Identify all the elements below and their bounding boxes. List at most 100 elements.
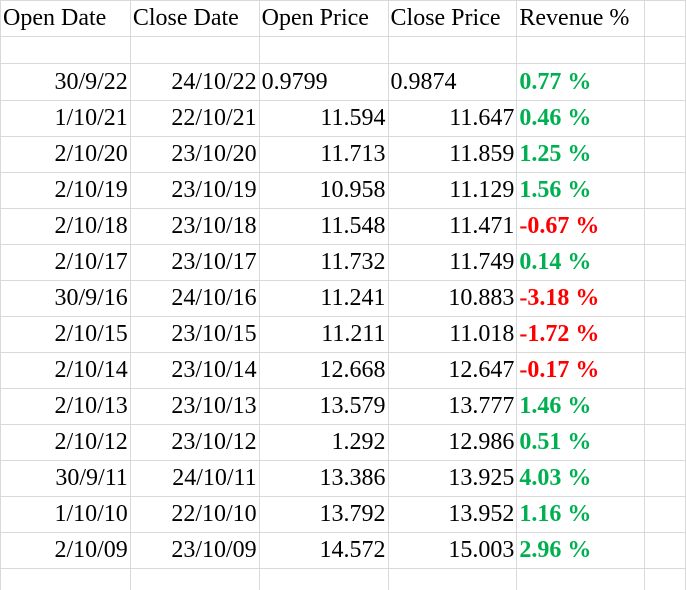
empty-cell[interactable]: [644, 100, 686, 137]
open-date-cell[interactable]: 30/9/11: [0, 460, 131, 497]
empty-cell[interactable]: [0, 36, 131, 64]
empty-cell[interactable]: [644, 568, 686, 590]
open-price-cell[interactable]: 13.386: [258, 460, 389, 497]
open-date-cell[interactable]: 1/10/10: [0, 496, 131, 533]
empty-cell[interactable]: [0, 568, 131, 590]
revenue-cell[interactable]: 4.03 %: [516, 460, 646, 497]
empty-cell[interactable]: [644, 172, 686, 209]
revenue-cell[interactable]: -0.67 %: [516, 208, 646, 245]
header-close-price[interactable]: Close Price: [387, 0, 518, 37]
open-price-cell[interactable]: 11.594: [258, 100, 389, 137]
open-date-cell[interactable]: 2/10/19: [0, 172, 131, 209]
open-price-cell[interactable]: 1.292: [258, 424, 389, 461]
revenue-cell[interactable]: 1.46 %: [516, 388, 646, 425]
empty-cell[interactable]: [644, 244, 686, 281]
revenue-cell[interactable]: 0.14 %: [516, 244, 646, 281]
empty-cell[interactable]: [129, 36, 260, 64]
close-date-cell[interactable]: 23/10/14: [129, 352, 260, 389]
empty-cell[interactable]: [644, 208, 686, 245]
close-date-cell[interactable]: 24/10/22: [129, 63, 260, 101]
open-date-cell[interactable]: 2/10/18: [0, 208, 131, 245]
close-price-cell[interactable]: 11.647: [387, 100, 518, 137]
open-price-cell[interactable]: 11.713: [258, 136, 389, 173]
close-date-cell[interactable]: 23/10/09: [129, 532, 260, 569]
close-date-cell[interactable]: 23/10/17: [129, 244, 260, 281]
close-date-cell[interactable]: 22/10/21: [129, 100, 260, 137]
empty-cell[interactable]: [387, 568, 518, 590]
empty-cell[interactable]: [644, 532, 686, 569]
open-date-cell[interactable]: 30/9/22: [0, 63, 131, 101]
close-price-cell[interactable]: 11.018: [387, 316, 518, 353]
empty-cell[interactable]: [644, 424, 686, 461]
open-price-cell[interactable]: 11.548: [258, 208, 389, 245]
close-price-cell[interactable]: 13.925: [387, 460, 518, 497]
close-date-cell[interactable]: 23/10/20: [129, 136, 260, 173]
close-price-cell[interactable]: 11.749: [387, 244, 518, 281]
open-date-cell[interactable]: 2/10/20: [0, 136, 131, 173]
empty-cell[interactable]: [644, 63, 686, 101]
close-date-cell[interactable]: 23/10/12: [129, 424, 260, 461]
revenue-cell[interactable]: -0.17 %: [516, 352, 646, 389]
empty-cell[interactable]: [387, 36, 518, 64]
empty-cell[interactable]: [644, 388, 686, 425]
open-date-cell[interactable]: 2/10/12: [0, 424, 131, 461]
open-date-cell[interactable]: 30/9/16: [0, 280, 131, 317]
empty-cell[interactable]: [129, 568, 260, 590]
revenue-cell[interactable]: 1.25 %: [516, 136, 646, 173]
close-price-cell[interactable]: 11.471: [387, 208, 518, 245]
open-price-cell[interactable]: 10.958: [258, 172, 389, 209]
revenue-cell[interactable]: 0.77 %: [516, 63, 646, 101]
close-price-cell[interactable]: 13.952: [387, 496, 518, 533]
close-price-cell[interactable]: 11.859: [387, 136, 518, 173]
open-price-cell[interactable]: 14.572: [258, 532, 389, 569]
empty-cell[interactable]: [644, 460, 686, 497]
open-price-cell[interactable]: 12.668: [258, 352, 389, 389]
empty-cell[interactable]: [644, 496, 686, 533]
open-price-cell[interactable]: 13.579: [258, 388, 389, 425]
revenue-cell[interactable]: 1.16 %: [516, 496, 646, 533]
empty-cell[interactable]: [258, 568, 389, 590]
close-price-cell[interactable]: 12.647: [387, 352, 518, 389]
close-date-cell[interactable]: 22/10/10: [129, 496, 260, 533]
open-price-cell[interactable]: 11.211: [258, 316, 389, 353]
close-price-cell[interactable]: 11.129: [387, 172, 518, 209]
open-price-cell[interactable]: 11.732: [258, 244, 389, 281]
close-price-cell[interactable]: 12.986: [387, 424, 518, 461]
close-price-cell[interactable]: 13.777: [387, 388, 518, 425]
open-date-cell[interactable]: 2/10/13: [0, 388, 131, 425]
header-revenue[interactable]: Revenue %: [516, 0, 646, 37]
open-date-cell[interactable]: 2/10/17: [0, 244, 131, 281]
empty-cell[interactable]: [516, 36, 646, 64]
empty-cell[interactable]: [258, 36, 389, 64]
open-price-cell[interactable]: 11.241: [258, 280, 389, 317]
revenue-cell[interactable]: 0.51 %: [516, 424, 646, 461]
open-date-cell[interactable]: 2/10/15: [0, 316, 131, 353]
close-date-cell[interactable]: 23/10/13: [129, 388, 260, 425]
revenue-cell[interactable]: 1.56 %: [516, 172, 646, 209]
header-close-date[interactable]: Close Date: [129, 0, 260, 37]
empty-cell[interactable]: [644, 0, 686, 37]
revenue-cell[interactable]: -3.18 %: [516, 280, 646, 317]
empty-cell[interactable]: [644, 280, 686, 317]
close-date-cell[interactable]: 23/10/19: [129, 172, 260, 209]
header-open-date[interactable]: Open Date: [0, 0, 131, 37]
open-price-cell[interactable]: 0.9799: [258, 63, 389, 101]
header-open-price[interactable]: Open Price: [258, 0, 389, 37]
open-date-cell[interactable]: 2/10/14: [0, 352, 131, 389]
open-date-cell[interactable]: 1/10/21: [0, 100, 131, 137]
close-date-cell[interactable]: 24/10/16: [129, 280, 260, 317]
empty-cell[interactable]: [516, 568, 646, 590]
empty-cell[interactable]: [644, 352, 686, 389]
revenue-cell[interactable]: 2.96 %: [516, 532, 646, 569]
empty-cell[interactable]: [644, 316, 686, 353]
revenue-cell[interactable]: 0.46 %: [516, 100, 646, 137]
close-date-cell[interactable]: 24/10/11: [129, 460, 260, 497]
close-date-cell[interactable]: 23/10/15: [129, 316, 260, 353]
close-price-cell[interactable]: 10.883: [387, 280, 518, 317]
close-price-cell[interactable]: 15.003: [387, 532, 518, 569]
open-price-cell[interactable]: 13.792: [258, 496, 389, 533]
empty-cell[interactable]: [644, 136, 686, 173]
close-price-cell[interactable]: 0.9874: [387, 63, 518, 101]
revenue-cell[interactable]: -1.72 %: [516, 316, 646, 353]
open-date-cell[interactable]: 2/10/09: [0, 532, 131, 569]
